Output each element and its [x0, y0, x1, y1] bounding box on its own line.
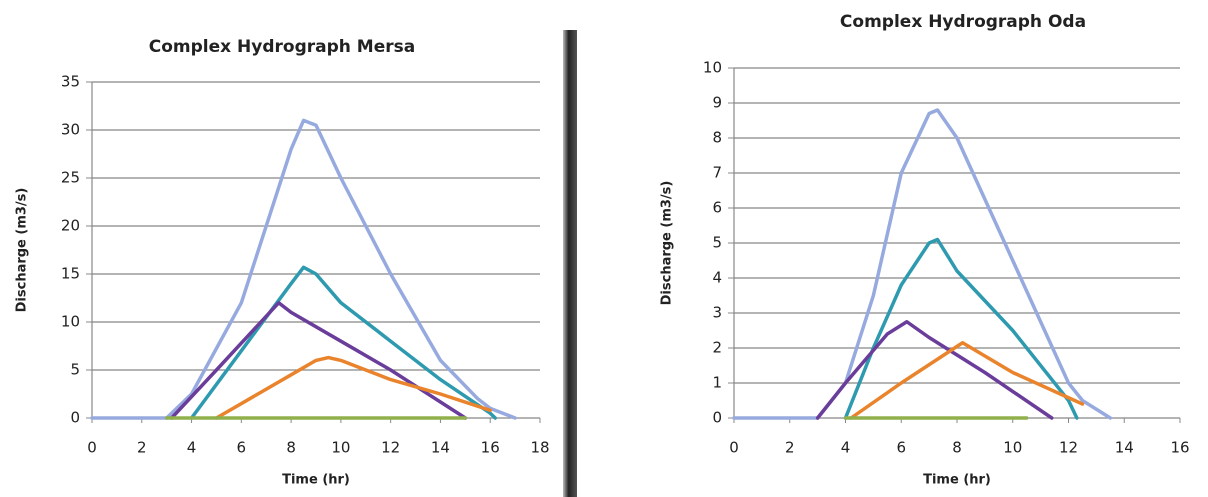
line-series	[849, 341, 1085, 420]
x-tick-label: 12	[1059, 439, 1078, 457]
line-series	[90, 118, 517, 420]
y-tick-label: 5	[712, 234, 722, 252]
y-tick-label: 30	[61, 121, 80, 139]
y-tick-label: 25	[61, 169, 80, 187]
x-axis-label: Time (hr)	[923, 473, 991, 488]
y-tick-label: 35	[61, 73, 80, 91]
line-series	[815, 320, 1054, 420]
y-tick-label: 10	[703, 59, 722, 77]
y-tick-label: 8	[712, 129, 722, 147]
x-tick-label: 14	[431, 439, 450, 457]
chart-title: Complex Hydrograph Mersa	[149, 37, 415, 57]
y-tick-label: 20	[61, 217, 80, 235]
x-tick-label: 10	[331, 439, 350, 457]
x-tick-label: 2	[785, 439, 795, 457]
line-series	[843, 237, 1079, 420]
y-tick-label: 7	[712, 164, 722, 182]
y-tick-label: 4	[712, 269, 722, 287]
x-tick-label: 12	[381, 439, 400, 457]
x-tick-label: 4	[187, 439, 197, 457]
y-tick-label: 10	[61, 313, 80, 331]
x-tick-label: 4	[841, 439, 851, 457]
x-tick-label: 2	[137, 439, 147, 457]
x-tick-label: 0	[729, 439, 739, 457]
x-tick-label: 16	[1170, 439, 1189, 457]
x-tick-label: 6	[237, 439, 247, 457]
x-tick-label: 8	[286, 439, 296, 457]
y-tick-label: 0	[712, 409, 722, 427]
divider	[563, 30, 577, 497]
y-tick-label: 5	[70, 361, 80, 379]
y-tick-label: 0	[70, 409, 80, 427]
y-tick-label: 2	[712, 339, 722, 357]
x-tick-label: 6	[896, 439, 906, 457]
y-tick-label: 6	[712, 199, 722, 217]
y-tick-label: 1	[712, 374, 722, 392]
y-tick-label: 9	[712, 94, 722, 112]
x-axis-label: Time (hr)	[282, 473, 350, 488]
x-tick-label: 14	[1115, 439, 1134, 457]
line-series	[169, 301, 468, 420]
chart-title: Complex Hydrograph Oda	[840, 12, 1086, 32]
y-tick-label: 3	[712, 304, 722, 322]
y-axis-label: Discharge (m3/s)	[660, 181, 675, 306]
x-tick-label: 18	[530, 439, 549, 457]
line-series	[214, 355, 492, 420]
y-axis-label: Discharge (m3/s)	[15, 188, 30, 313]
y-tick-label: 15	[61, 265, 80, 283]
x-tick-label: 10	[1003, 439, 1022, 457]
x-tick-label: 8	[952, 439, 962, 457]
x-tick-label: 16	[481, 439, 500, 457]
x-tick-label: 0	[87, 439, 97, 457]
line-series	[732, 108, 1113, 420]
